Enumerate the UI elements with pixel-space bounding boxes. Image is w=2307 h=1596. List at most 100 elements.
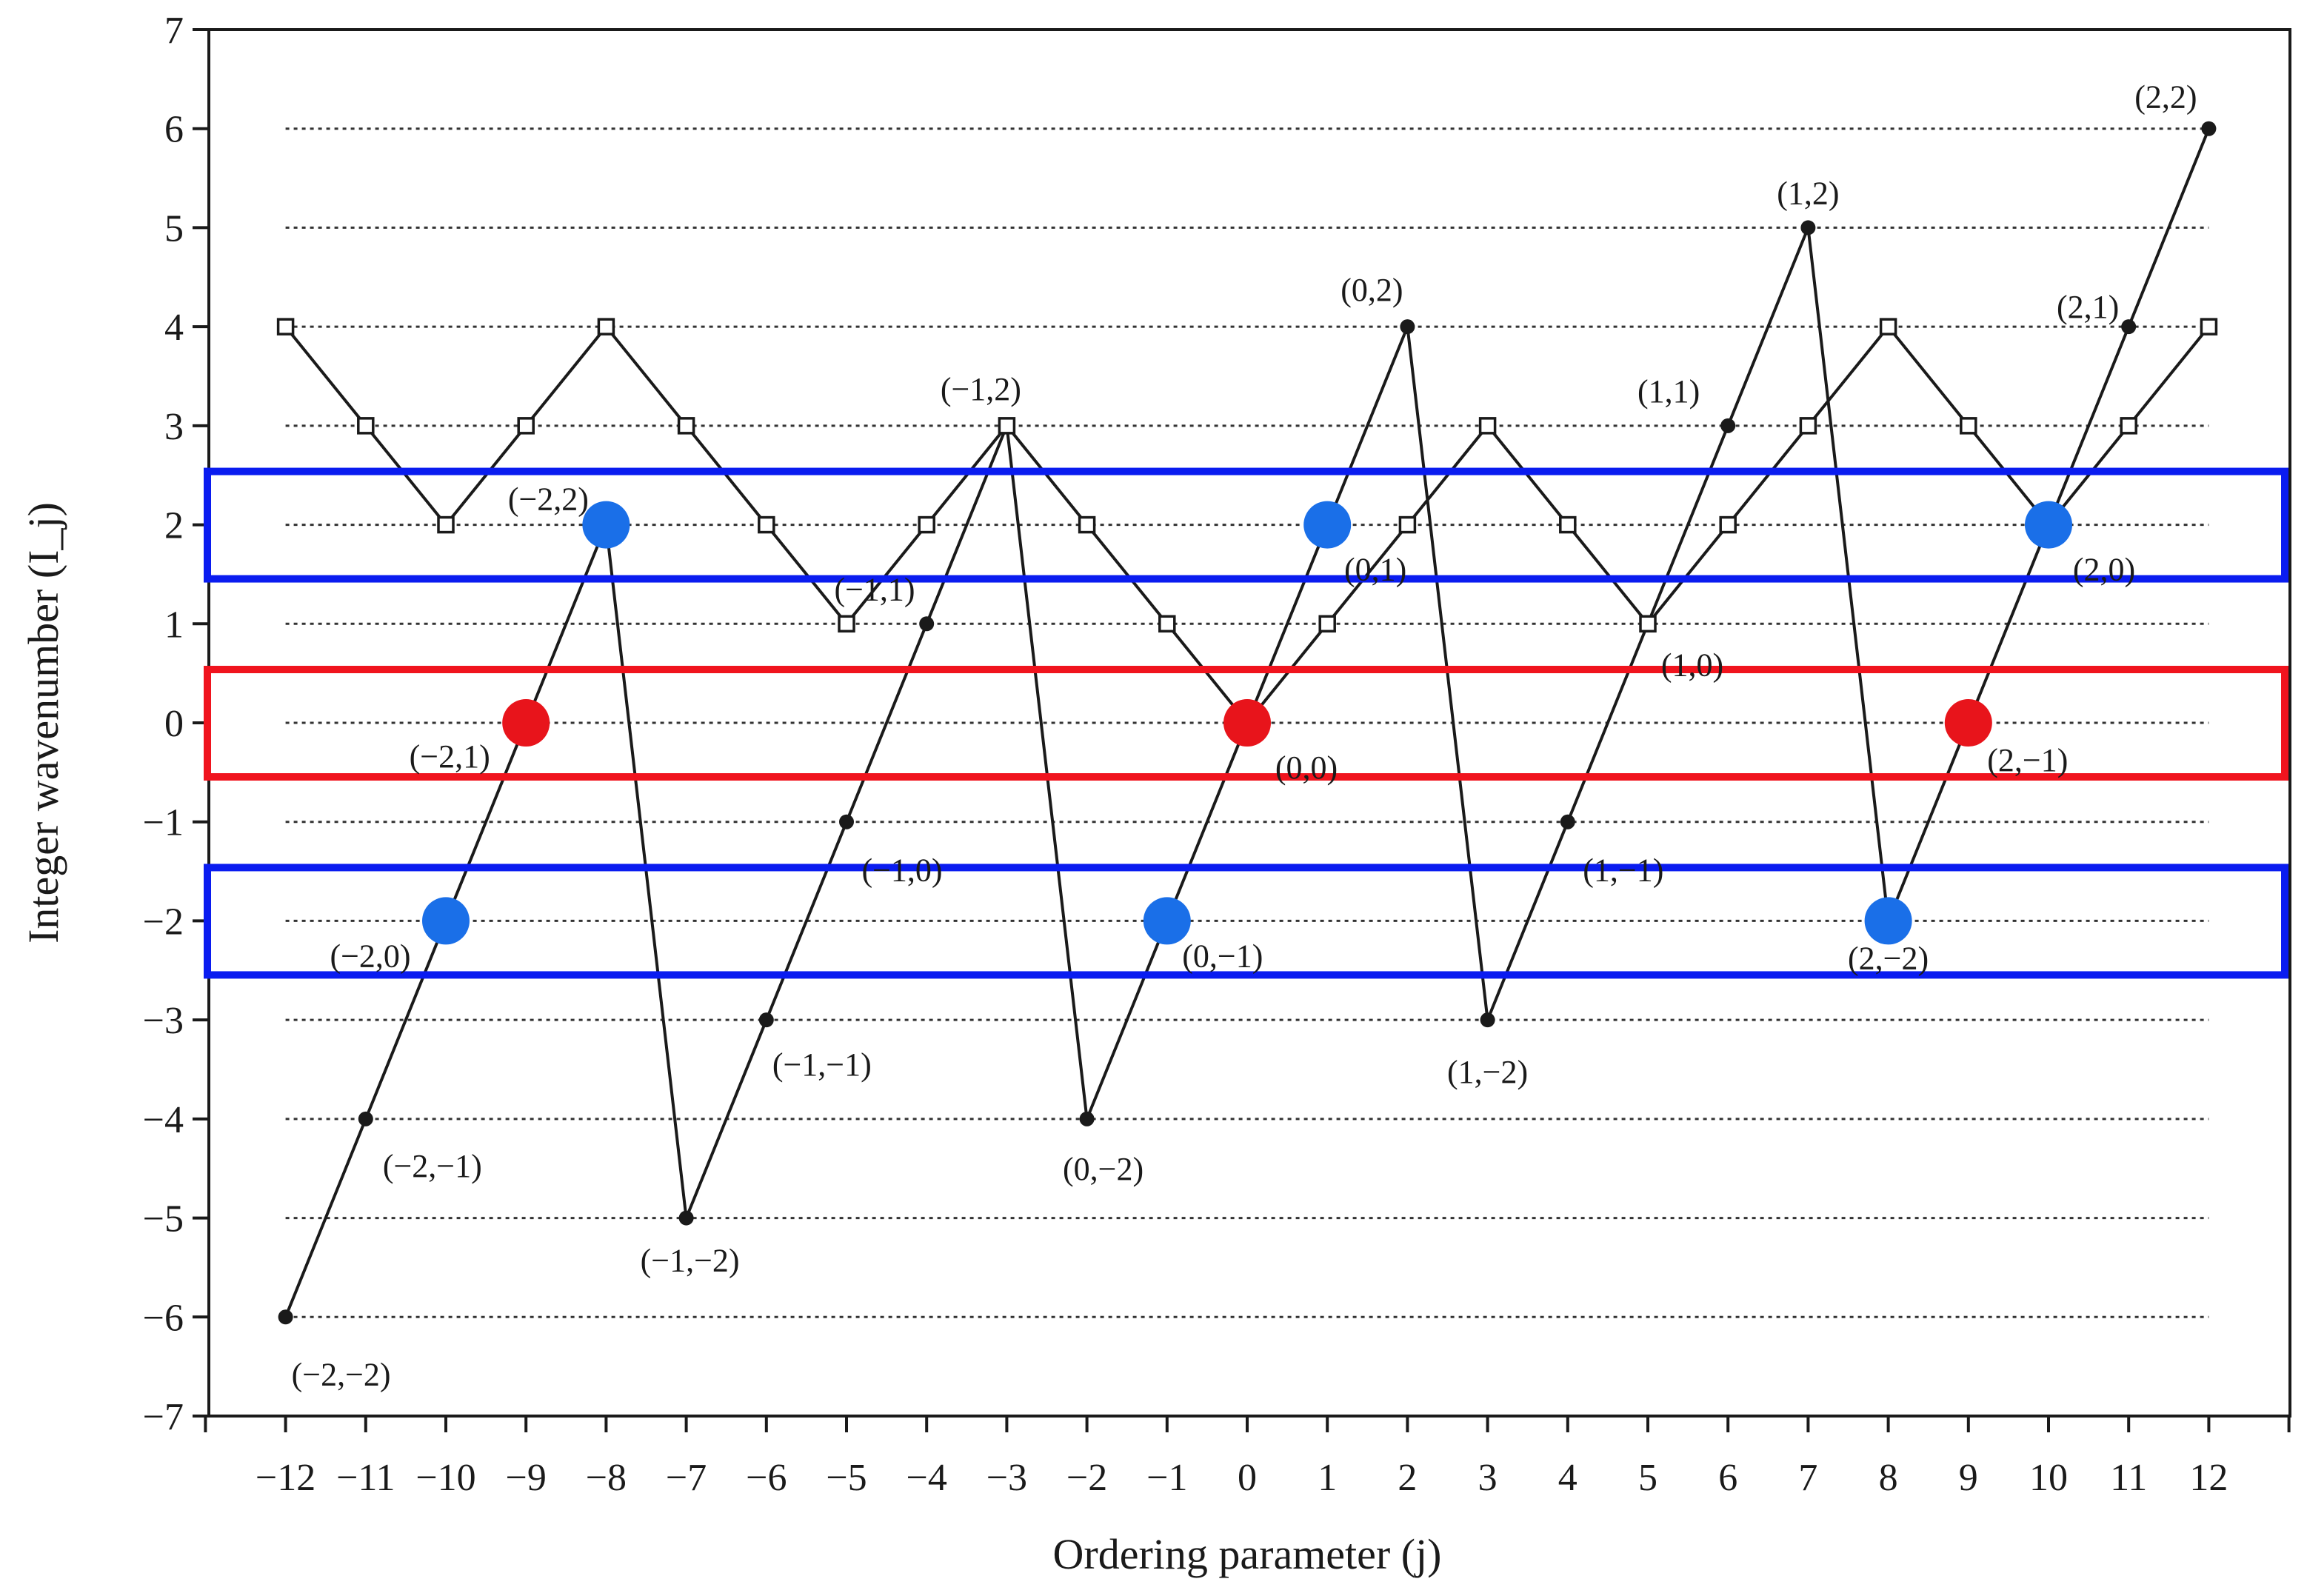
point-label: (1,2) [1777, 175, 1839, 211]
point-label: (2,0) [2073, 552, 2135, 588]
y-tick-label: −3 [143, 1000, 184, 1042]
point-label: (0,0) [1275, 749, 1338, 786]
series-2-point [918, 515, 935, 534]
x-tick-label: 6 [1718, 1457, 1737, 1499]
highlight-bands [204, 467, 2288, 979]
point-label: (−1,−1) [772, 1046, 872, 1083]
point-label: (1,−1) [1583, 852, 1663, 889]
series-1-point [839, 814, 854, 829]
series-2-point [517, 417, 535, 435]
point-label: (0,1) [1344, 552, 1406, 588]
highlight-band [204, 467, 2288, 583]
x-tick-label: 2 [1398, 1457, 1417, 1499]
series-2-point [1478, 417, 1497, 435]
series-2-point [437, 515, 455, 534]
x-tick-label: −11 [336, 1457, 395, 1499]
point-label: (2,−1) [1987, 742, 2068, 778]
x-axis-label: Ordering parameter (j) [1053, 1530, 1442, 1578]
series-2-point [1879, 318, 1897, 335]
highlight-point [422, 897, 470, 945]
highlight-points [422, 501, 2072, 945]
series-1-point [919, 616, 935, 632]
point-label: (1,−2) [1447, 1054, 1528, 1090]
series-1-point [678, 1210, 694, 1226]
series-1-point [1400, 319, 1415, 335]
series-1-point [758, 1012, 774, 1028]
highlight-band [204, 666, 2288, 781]
series-2-point [677, 417, 695, 435]
point-label: (0,−2) [1063, 1151, 1144, 1187]
series-2-point [998, 417, 1016, 435]
series-2-point [357, 417, 375, 435]
y-tick-label: 1 [164, 604, 184, 646]
point-labels: (−2,−2) (−2,−1) (−2,0) (−2,1) (−2,2) (−1,−2) (… [292, 79, 2197, 1393]
x-tick-label: −10 [415, 1457, 475, 1499]
highlight-band [204, 864, 2288, 979]
series-2-point [1318, 615, 1336, 633]
point-label: (−1,2) [941, 371, 1021, 407]
series-2-point [758, 515, 775, 534]
point-label: (−2,−1) [383, 1148, 482, 1184]
series-2-point [276, 318, 295, 335]
y-tick-label: 4 [164, 307, 184, 349]
y-tick-label: −6 [143, 1297, 184, 1339]
point-label: (−1,1) [834, 571, 915, 607]
x-tick-label: −2 [1066, 1457, 1107, 1499]
y-tick-label: −7 [143, 1396, 184, 1438]
point-label: (0,2) [1341, 272, 1403, 308]
y-axis-label: Integer wavenumber (I_j) [19, 502, 67, 944]
x-tick-label: −1 [1146, 1457, 1187, 1499]
series-2-point [838, 615, 855, 633]
y-tick-label: −2 [143, 901, 184, 943]
series-1-point [1079, 1111, 1095, 1126]
point-label: (−2,−2) [292, 1356, 391, 1392]
series-1-point [1800, 220, 1816, 236]
x-tick-label: −9 [506, 1457, 547, 1499]
y-tick-label: 2 [164, 505, 184, 547]
point-label: (2,1) [2057, 289, 2119, 325]
series-2-point [597, 318, 615, 335]
x-tick-label: −5 [826, 1457, 867, 1499]
point-label: (0,−1) [1182, 938, 1263, 974]
highlight-point [1944, 699, 1992, 747]
x-tick-label: −12 [256, 1457, 315, 1499]
series-2-point [1559, 515, 1577, 534]
x-tick-label: 8 [1879, 1457, 1898, 1499]
point-label: (−1,−2) [641, 1243, 740, 1279]
x-tick-label: −3 [986, 1457, 1027, 1499]
x-tick-label: 1 [1318, 1457, 1337, 1499]
series-2-point [2200, 318, 2218, 335]
y-tick-label: 0 [164, 703, 184, 745]
x-tick-label: −7 [666, 1457, 707, 1499]
highlight-point [1223, 699, 1271, 747]
x-tick-label: 10 [2029, 1457, 2068, 1499]
series-2-point [1398, 515, 1417, 534]
series-2-point [1960, 417, 1977, 435]
series-2-point [1158, 615, 1176, 633]
x-tick-label: 11 [2110, 1457, 2147, 1499]
point-label: (−2,1) [410, 738, 490, 775]
x-tick-label: 3 [1478, 1457, 1498, 1499]
series-1-point [2121, 319, 2137, 335]
series-2-point [2120, 417, 2137, 435]
x-tick-label: 12 [2189, 1457, 2228, 1499]
point-label: (1,0) [1661, 647, 1723, 683]
y-tick-label: 3 [164, 406, 184, 448]
highlight-point [502, 699, 550, 747]
highlight-point [1143, 897, 1191, 945]
x-tick-label: 0 [1238, 1457, 1257, 1499]
highlight-point [2025, 501, 2072, 549]
point-label: (1,1) [1637, 373, 1700, 410]
y-tick-label: −4 [143, 1099, 184, 1141]
y-tick-label: −1 [143, 802, 184, 844]
series-1-point [1720, 418, 1736, 433]
point-label: (−2,0) [330, 938, 410, 974]
x-tick-label: 7 [1798, 1457, 1817, 1499]
y-tick-label: −5 [143, 1198, 184, 1241]
series-1-point [358, 1111, 373, 1126]
series-2-point [1719, 515, 1737, 534]
highlight-point [1864, 897, 1912, 945]
series-2-point [1799, 417, 1817, 435]
